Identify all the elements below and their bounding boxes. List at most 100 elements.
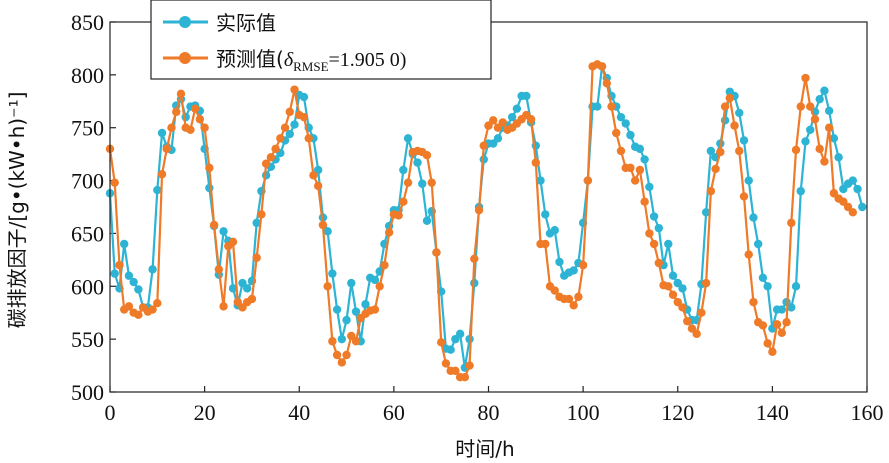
series-1-point xyxy=(124,302,134,311)
series-0-point xyxy=(157,128,167,138)
series-1-point xyxy=(342,350,351,360)
series-1-point xyxy=(271,144,280,154)
series-0-point xyxy=(351,307,361,316)
series-1-point xyxy=(654,258,664,268)
series-1-point xyxy=(716,147,725,157)
y-tick-label-2: 600 xyxy=(71,274,104,299)
series-1-point xyxy=(205,163,214,173)
series-1-point xyxy=(541,239,550,249)
legend-pred-label: 预测值(δRMSE=1.905 0) xyxy=(216,47,406,74)
series-1-point xyxy=(172,107,181,117)
series-0-line xyxy=(108,65,864,369)
series-1-point xyxy=(399,197,408,206)
series-1-point xyxy=(806,102,815,111)
series-1-point xyxy=(602,79,611,88)
y-tick-label-7: 850 xyxy=(71,10,104,35)
series-0-point xyxy=(758,273,768,283)
series-0 xyxy=(105,62,867,372)
series-1-point xyxy=(578,260,588,270)
series-1-point xyxy=(394,211,403,220)
series-1-point xyxy=(616,146,626,156)
series-1-point xyxy=(257,210,266,219)
series-1-point xyxy=(451,366,460,376)
series-0-point xyxy=(134,285,143,294)
series-0-point xyxy=(626,130,635,140)
x-tick-label-6: 120 xyxy=(661,400,694,425)
series-1-point xyxy=(730,121,739,130)
legend-box xyxy=(150,0,492,80)
series-1-point xyxy=(280,123,290,132)
series-1-point xyxy=(824,123,834,132)
series-1-point xyxy=(228,237,238,247)
series-1-point xyxy=(209,220,219,230)
series-1-point xyxy=(167,123,176,132)
series-0-point xyxy=(848,176,858,185)
series-0-point xyxy=(569,266,578,275)
legend-pred-suffix: =1.905 0) xyxy=(329,49,407,71)
series-1-point xyxy=(436,338,446,347)
series-0-point xyxy=(744,176,753,185)
series-1-point xyxy=(375,282,384,291)
series-0-point xyxy=(593,102,602,111)
series-1-point xyxy=(337,358,347,367)
series-1-point xyxy=(782,318,791,327)
series-1-point xyxy=(692,329,701,339)
series-0-point xyxy=(403,134,413,143)
series-1-point xyxy=(744,250,753,259)
series-0-point xyxy=(323,227,332,236)
series-0-point xyxy=(720,116,730,125)
series-1-point xyxy=(612,128,621,138)
series-1-point xyxy=(422,151,432,160)
series-0-point xyxy=(824,106,834,116)
series-0-point xyxy=(512,104,522,113)
series-1-point xyxy=(219,302,228,311)
series-1-point xyxy=(384,228,394,237)
series-0-point xyxy=(640,155,649,164)
series-1-point xyxy=(351,337,361,346)
series-0-point xyxy=(806,125,815,135)
series-0-point xyxy=(616,112,626,122)
y-tick-label-0: 500 xyxy=(71,380,104,405)
series-1-point xyxy=(649,239,659,249)
series-0-point xyxy=(285,129,294,139)
x-tick-label-3: 60 xyxy=(383,400,405,425)
series-1-point xyxy=(498,118,507,127)
series-1-point xyxy=(574,292,583,302)
series-0-point xyxy=(110,269,119,278)
series-0-point xyxy=(129,277,138,287)
series-0-point xyxy=(399,165,408,175)
series-0-point xyxy=(418,179,427,188)
series-1-point xyxy=(134,310,143,320)
series-0-point xyxy=(243,284,252,293)
series-1-point xyxy=(630,176,640,185)
series-0-point xyxy=(413,158,422,167)
y-tick-label-6: 800 xyxy=(71,63,104,88)
series-1-point xyxy=(678,303,687,312)
x-tick-label-5: 100 xyxy=(567,400,600,425)
series-1-point xyxy=(290,85,299,94)
series-1-point xyxy=(157,170,167,179)
y-axis-title: 碳排放因子/[g•(kW•h)⁻¹] xyxy=(5,92,29,329)
legend-pred-prefix: 预测值( xyxy=(216,47,284,71)
x-tick-label-8: 160 xyxy=(851,400,884,425)
series-1-point xyxy=(787,218,796,228)
series-1-point xyxy=(763,339,772,348)
series-0-point xyxy=(446,345,455,354)
series-0-point xyxy=(299,92,309,102)
series-0-point xyxy=(787,303,796,312)
series-1-point xyxy=(200,123,209,132)
series-1-point xyxy=(380,260,389,270)
series-1-point xyxy=(697,308,706,317)
x-axis-title: 时间/h xyxy=(455,437,514,461)
series-0-point xyxy=(361,300,370,309)
series-1-point xyxy=(403,178,413,187)
x-tick-label-7: 140 xyxy=(756,400,789,425)
series-layer xyxy=(105,60,867,382)
series-1-point xyxy=(285,107,294,117)
series-1-point xyxy=(153,299,162,308)
series-1 xyxy=(105,60,858,382)
series-1-point xyxy=(664,282,673,291)
legend-pred-delta: δ xyxy=(284,49,294,71)
series-0-point xyxy=(536,176,545,185)
series-1-point xyxy=(772,320,782,329)
